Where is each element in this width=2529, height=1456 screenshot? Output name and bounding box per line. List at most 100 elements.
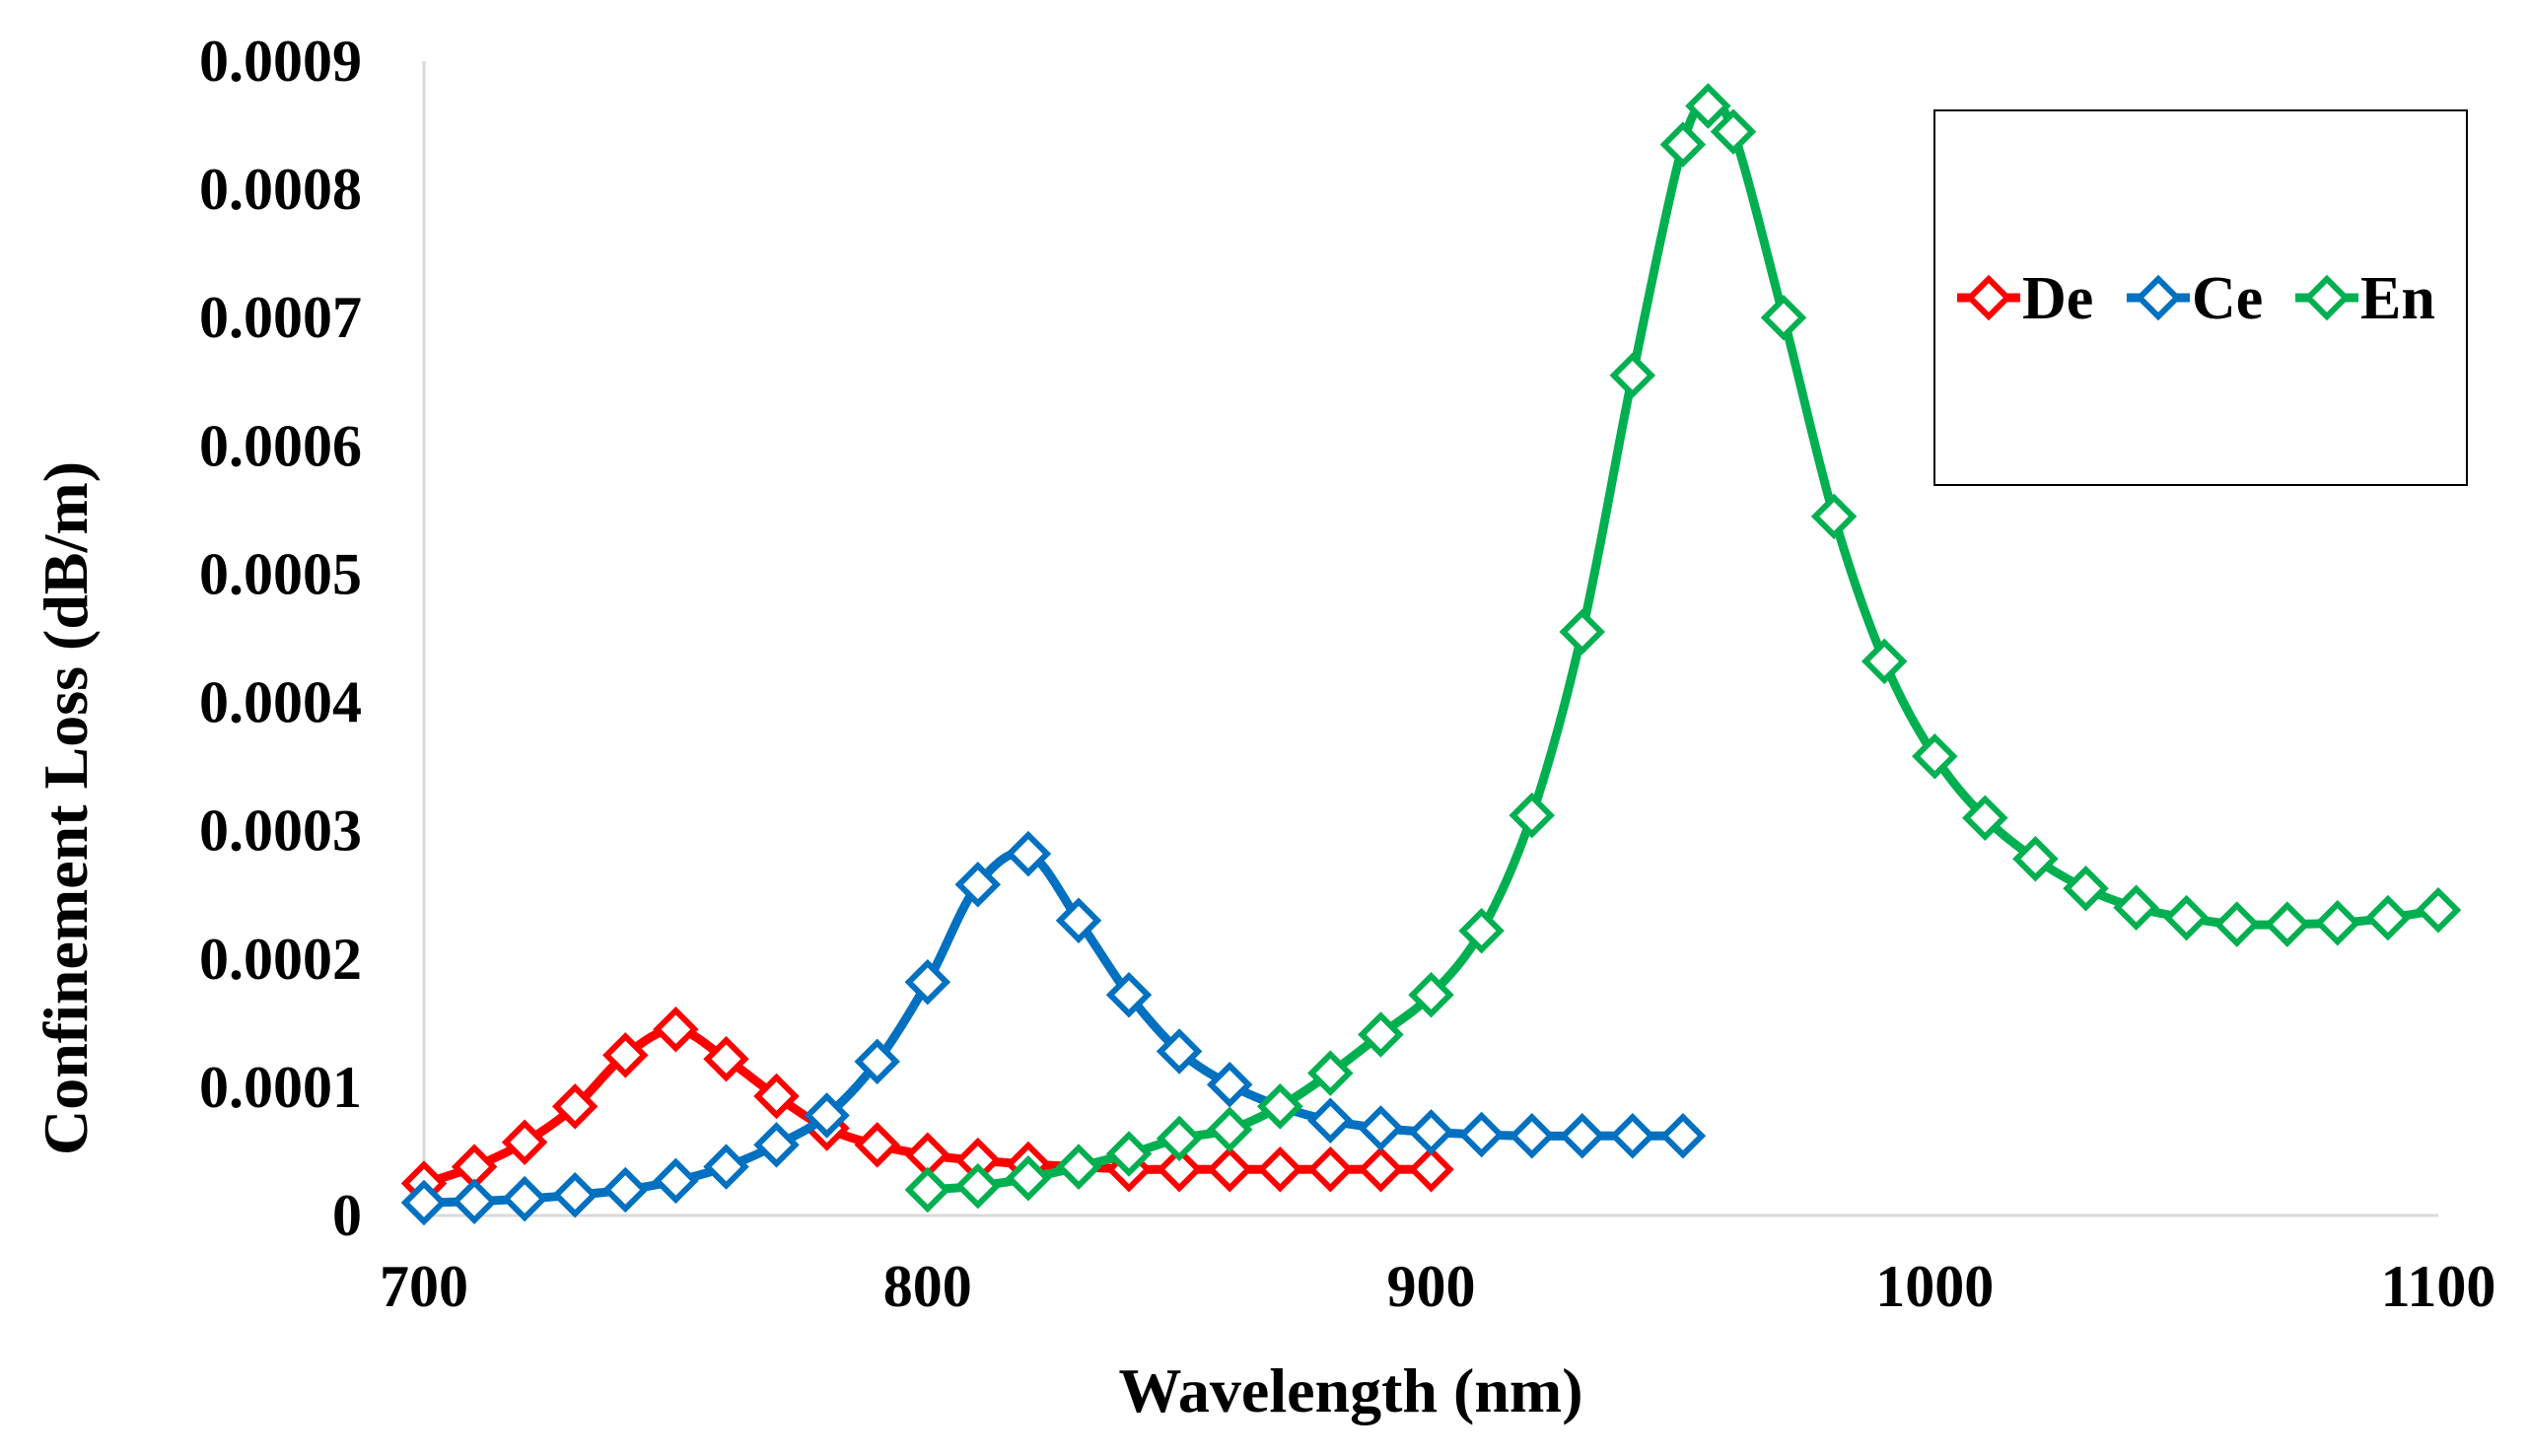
data-point [551,1083,598,1130]
legend-item-de: De [1957,265,2093,332]
data-point [1156,1028,1203,1075]
data-point [804,1092,850,1139]
data-point [1509,1113,1555,1159]
data-point [1105,1131,1153,1177]
data-point [2063,865,2109,912]
data-point [1156,1115,1203,1162]
data-point [2264,901,2311,947]
data-point [2364,894,2412,941]
legend-marker [2303,274,2351,321]
data-point [1559,608,1605,656]
y-tick-label: 0.0009 [199,29,362,94]
data-point [703,1036,749,1082]
y-tick-label: 0.0002 [199,927,362,992]
data-point [1307,1050,1354,1096]
data-point [1358,1105,1404,1151]
data-point [1810,493,1858,540]
data-point [1206,1106,1253,1153]
data-point [854,1122,900,1168]
data-point [954,862,1002,908]
data-point [602,1166,649,1213]
data-point [1005,1155,1052,1202]
legend-label: Ce [2192,265,2263,332]
data-point [1206,1145,1253,1193]
data-point [602,1032,649,1078]
legend-marker [2135,274,2182,321]
data-point [1257,1083,1303,1130]
data-point [1408,1109,1454,1155]
data-point [400,1179,448,1226]
data-point [1659,1113,1707,1159]
data-point [1458,1111,1505,1158]
data-point [501,1175,548,1222]
series-ce [400,830,1707,1226]
series-layer [400,83,2462,1226]
data-point [1055,1144,1102,1190]
legend-items: De Ce En [1957,265,2435,332]
data-point [1861,638,1908,685]
data-point [904,958,951,1005]
data-point [1659,121,1707,168]
data-point [1206,1062,1253,1108]
data-point [1408,1145,1454,1193]
legend-box [1933,109,2468,486]
data-point [954,1162,1002,1210]
y-tick-label: 0.0005 [199,541,362,606]
data-point [1962,795,2008,841]
legend-marker [1965,274,2012,321]
data-point [451,1178,498,1224]
data-point [1358,1011,1404,1058]
legend-label: En [2360,265,2435,332]
data-point [1005,830,1052,877]
data-point [1458,907,1505,954]
data-point [2113,884,2159,931]
data-point [1156,1145,1203,1193]
data-point [753,1122,800,1168]
x-tick-label: 1100 [2381,1254,2496,1319]
data-point [1408,971,1454,1018]
data-point [1358,1145,1404,1193]
data-point [2213,901,2260,947]
y-axis-title: Confinement Loss (dB/m) [31,461,101,1155]
data-point [1609,352,1656,399]
legend-label: De [2022,265,2093,332]
data-point [904,1166,951,1213]
x-tick-labels: 700 800 900 1000 1100 [380,1254,2495,1319]
y-tick-label: 0.0008 [199,157,362,222]
data-point [854,1038,900,1085]
data-point [1609,1113,1656,1159]
data-point [703,1144,749,1190]
data-point [1559,1113,1605,1159]
data-point [1509,792,1555,839]
data-point [551,1171,598,1218]
data-point [1710,108,1757,155]
data-point [2163,894,2210,941]
x-tick-label: 800 [883,1254,972,1319]
data-point [2012,836,2059,882]
axes [422,61,2438,1217]
data-point [653,1157,699,1205]
data-point [1257,1145,1303,1193]
x-tick-label: 1000 [1875,1254,1994,1319]
legend: De Ce En [1933,109,2468,486]
data-point [1105,971,1153,1018]
y-tick-label: 0.0007 [199,285,362,350]
y-tick-label: 0.0004 [199,670,362,735]
legend-item-ce: Ce [2127,265,2263,332]
y-tick-labels: 0 0.0001 0.0002 0.0003 0.0004 0.0005 0.0006 0.0… [199,29,362,1248]
y-tick-label: 0.0001 [199,1055,362,1120]
data-point [1307,1097,1354,1144]
y-tick-label: 0.0006 [199,413,362,478]
series-en [904,83,2462,1213]
x-tick-label: 700 [380,1254,468,1319]
data-point [2314,900,2361,946]
x-axis-title: Wavelength (nm) [1118,1355,1582,1425]
legend-item-en: En [2295,265,2435,332]
data-point [2415,887,2462,934]
data-point [1912,732,1958,780]
y-tick-label: 0 [332,1183,362,1248]
x-tick-label: 900 [1387,1254,1476,1319]
data-point [753,1073,800,1120]
data-point [1685,83,1731,129]
